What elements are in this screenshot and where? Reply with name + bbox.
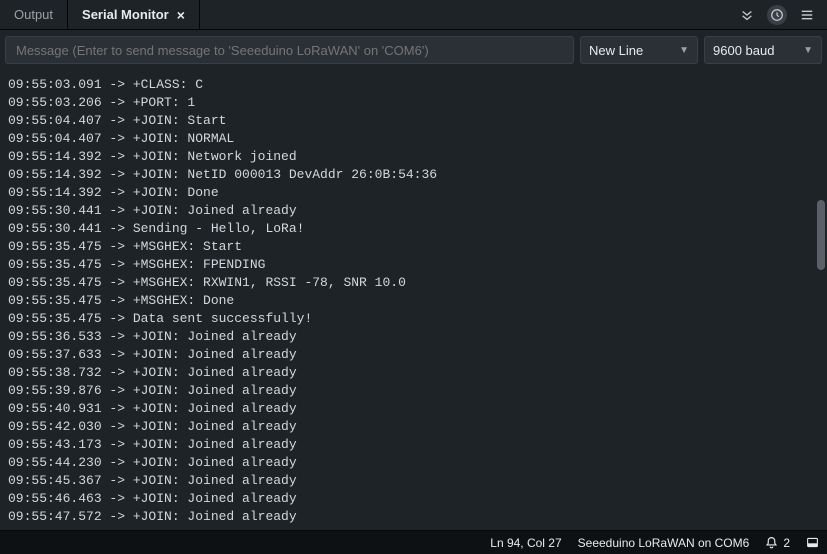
- serial-output[interactable]: 09:55:03.091 -> +CLASS: C 09:55:03.206 -…: [0, 70, 827, 530]
- status-bar: Ln 94, Col 27 Seeeduino LoRaWAN on COM6 …: [0, 530, 827, 554]
- clock-icon[interactable]: [767, 5, 787, 25]
- scrollbar-thumb[interactable]: [817, 200, 825, 270]
- board-info[interactable]: Seeeduino LoRaWAN on COM6: [578, 536, 750, 550]
- caret-down-icon: ▼: [803, 45, 813, 56]
- terminal-wrap: 09:55:03.091 -> +CLASS: C 09:55:03.206 -…: [0, 70, 827, 530]
- dropdown-value: New Line: [589, 43, 643, 58]
- close-panel-button[interactable]: [806, 536, 819, 549]
- tab-output[interactable]: Output: [0, 0, 68, 30]
- notifications-count: 2: [783, 536, 790, 550]
- cursor-position[interactable]: Ln 94, Col 27: [490, 536, 561, 550]
- tab-bar: Output Serial Monitor ×: [0, 0, 827, 30]
- board-text: Seeeduino LoRaWAN on COM6: [578, 536, 750, 550]
- baud-rate-dropdown[interactable]: 9600 baud ▼: [704, 36, 822, 64]
- chevrons-down-icon[interactable]: [737, 5, 757, 25]
- caret-down-icon: ▼: [679, 45, 689, 56]
- tab-label: Serial Monitor: [82, 0, 169, 30]
- notifications-button[interactable]: 2: [765, 536, 790, 550]
- serial-monitor-panel: Output Serial Monitor ×: [0, 0, 827, 554]
- close-panel-icon: [806, 536, 819, 549]
- close-icon[interactable]: ×: [177, 8, 185, 22]
- cursor-text: Ln 94, Col 27: [490, 536, 561, 550]
- controls-row: New Line ▼ 9600 baud ▼: [0, 30, 827, 70]
- tab-label: Output: [14, 0, 53, 30]
- line-ending-dropdown[interactable]: New Line ▼: [580, 36, 698, 64]
- dropdown-value: 9600 baud: [713, 43, 774, 58]
- menu-icon[interactable]: [797, 5, 817, 25]
- tabbar-actions: [737, 5, 827, 25]
- tab-serial-monitor[interactable]: Serial Monitor ×: [68, 0, 200, 30]
- message-input[interactable]: [5, 36, 574, 64]
- bell-icon: [765, 536, 778, 549]
